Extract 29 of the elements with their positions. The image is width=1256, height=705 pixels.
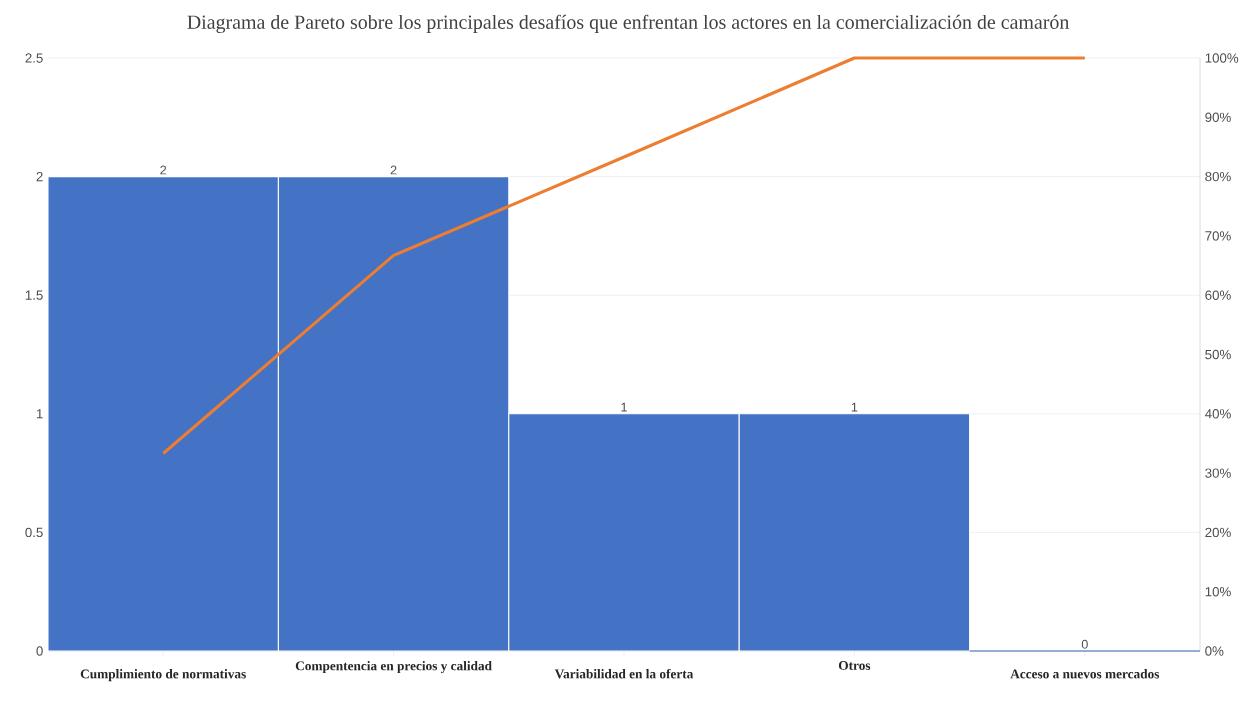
x-tick-label: Compentencia en precios y calidad [295,661,492,674]
y-tick-label: 2 [36,171,43,182]
y2-tick-label: 90% [1205,112,1231,122]
data-label: 1 [851,402,858,412]
data-label: 2 [390,165,397,175]
y2-tick-label: 40% [1205,409,1231,419]
x-tick-label: Variabilidad en la oferta [554,668,694,679]
y2-tick-label: 20% [1205,527,1231,538]
y-tick-label: 0.5 [25,527,43,538]
x-tick-label: Otros [838,661,871,670]
y2-tick-label: 70% [1205,231,1231,241]
y-tick-label: 2.5 [25,53,43,63]
y2-tick-label: 50% [1205,349,1231,360]
x-tick-label: Cumplimiento de normativas [80,669,246,682]
data-label: 2 [160,165,167,175]
y2-tick-label: 30% [1205,468,1231,478]
y2-tick-label: 0% [1205,646,1224,656]
data-label: 0 [1081,639,1088,649]
x-tick-label: Acceso a nuevos mercados [1010,669,1160,679]
data-label: 1 [621,402,627,412]
y-tick-label: 1.5 [25,290,43,300]
y2-tick-label: 80% [1205,171,1231,182]
line-series [161,56,1087,456]
chart-title: Diagrama de Pareto sobre los principales desafíos que enfrentan los actores en la comercialización de camarón [187,14,1070,34]
y2-tick-label: 60% [1205,290,1231,300]
y-tick-label: 1 [36,409,43,419]
y2-tick-label: 100% [1205,53,1239,63]
y2-tick-label: 10% [1205,587,1231,597]
y-tick-label: 0 [36,646,43,656]
